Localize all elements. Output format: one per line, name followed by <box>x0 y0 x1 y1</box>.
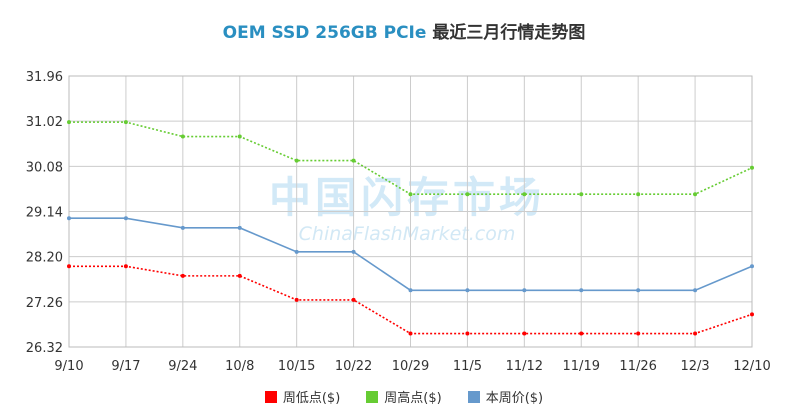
data-point <box>67 264 71 269</box>
chart-title-cn: 最近三月行情走势图 <box>432 23 586 43</box>
chart-title-en: OEM SSD 256GB PCIe <box>222 23 427 43</box>
x-tick-label: 9/10 <box>54 359 83 374</box>
x-tick-label: 10/29 <box>392 359 429 374</box>
data-point <box>465 288 470 293</box>
legend-swatch <box>264 390 277 403</box>
data-point <box>693 288 698 293</box>
legend-swatch <box>366 390 379 403</box>
series <box>67 120 754 336</box>
x-tick-label: 10/15 <box>278 359 315 374</box>
data-point <box>180 225 185 230</box>
legend-item: 本周价($) <box>467 387 544 406</box>
y-tick-label: 26.32 <box>26 341 63 356</box>
grid <box>68 75 753 348</box>
data-point <box>123 264 128 269</box>
legend-label: 周低点($) <box>282 391 341 406</box>
data-point <box>67 216 71 221</box>
legend-swatch <box>467 390 480 403</box>
data-point <box>180 134 185 139</box>
y-tick-label: 31.96 <box>26 70 63 85</box>
data-point <box>465 331 470 336</box>
watermark: 中国闪存市场 ChinaFlashMarket.com <box>269 173 545 245</box>
data-point <box>465 192 470 197</box>
data-point <box>408 192 413 197</box>
data-point <box>294 249 299 254</box>
legend-item: 周低点($) <box>264 387 341 406</box>
axes: 26.32 27.26 28.20 29.14 30.08 31.02 31.96 9/10 9… <box>26 70 771 374</box>
x-tick-label: 11/12 <box>506 359 543 374</box>
data-point <box>522 288 527 293</box>
y-tick-label: 27.26 <box>26 296 63 311</box>
watermark-cn: 中国闪存市场 <box>269 173 545 222</box>
data-point <box>579 331 584 336</box>
data-point <box>750 264 754 269</box>
data-point <box>636 331 641 336</box>
data-point <box>636 288 641 293</box>
data-point <box>408 331 413 336</box>
data-point <box>180 273 185 278</box>
data-point <box>294 297 299 302</box>
legend: 周低点($) 周高点($) 本周价($) <box>0 387 808 406</box>
x-tick-label: 9/17 <box>111 359 140 374</box>
data-point <box>67 120 71 125</box>
data-point <box>351 249 356 254</box>
y-tick-label: 31.02 <box>26 115 63 130</box>
x-tick-label: 10/8 <box>225 359 254 374</box>
data-point <box>351 158 356 163</box>
data-point <box>237 134 242 139</box>
data-point <box>693 331 698 336</box>
data-point <box>294 158 299 163</box>
data-point <box>750 165 754 170</box>
data-point <box>693 192 698 197</box>
y-tick-label: 30.08 <box>26 160 63 175</box>
legend-item: 周高点($) <box>366 387 442 406</box>
legend-label: 周高点($) <box>384 391 442 406</box>
data-point <box>579 192 584 197</box>
x-tick-label: 11/19 <box>563 359 600 374</box>
data-point <box>237 225 242 230</box>
x-tick-label: 9/24 <box>168 359 197 374</box>
data-point <box>579 288 584 293</box>
data-point <box>522 331 527 336</box>
data-point <box>522 192 527 197</box>
x-tick-label: 11/5 <box>453 359 482 374</box>
data-point <box>750 312 754 317</box>
plot-frame <box>68 75 753 348</box>
legend-label: 本周价($) <box>485 391 544 406</box>
data-point <box>237 273 242 278</box>
y-tick-label: 29.14 <box>26 206 63 221</box>
x-tick-label: 11/26 <box>619 359 656 374</box>
data-point <box>636 192 641 197</box>
x-tick-label: 10/22 <box>335 359 372 374</box>
chart-title: OEM SSD 256GB PCIe 最近三月行情走势图 <box>0 18 808 43</box>
x-tick-label: 12/10 <box>733 359 770 374</box>
data-point <box>408 288 413 293</box>
watermark-en: ChinaFlashMarket.com <box>299 223 516 245</box>
data-point <box>123 120 128 125</box>
x-tick-label: 12/3 <box>680 359 709 374</box>
data-point <box>351 297 356 302</box>
data-point <box>123 216 128 221</box>
y-tick-label: 28.20 <box>26 251 63 266</box>
